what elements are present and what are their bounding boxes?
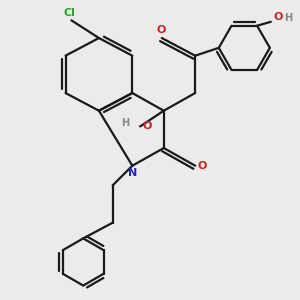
- Text: ·: ·: [136, 121, 140, 130]
- Text: H: H: [284, 13, 292, 23]
- Text: O: O: [198, 161, 207, 171]
- Text: N: N: [128, 168, 138, 178]
- Text: H: H: [121, 118, 129, 128]
- Text: Cl: Cl: [64, 8, 75, 18]
- Text: O: O: [156, 25, 166, 35]
- Text: O: O: [273, 12, 283, 22]
- Text: O: O: [142, 121, 152, 130]
